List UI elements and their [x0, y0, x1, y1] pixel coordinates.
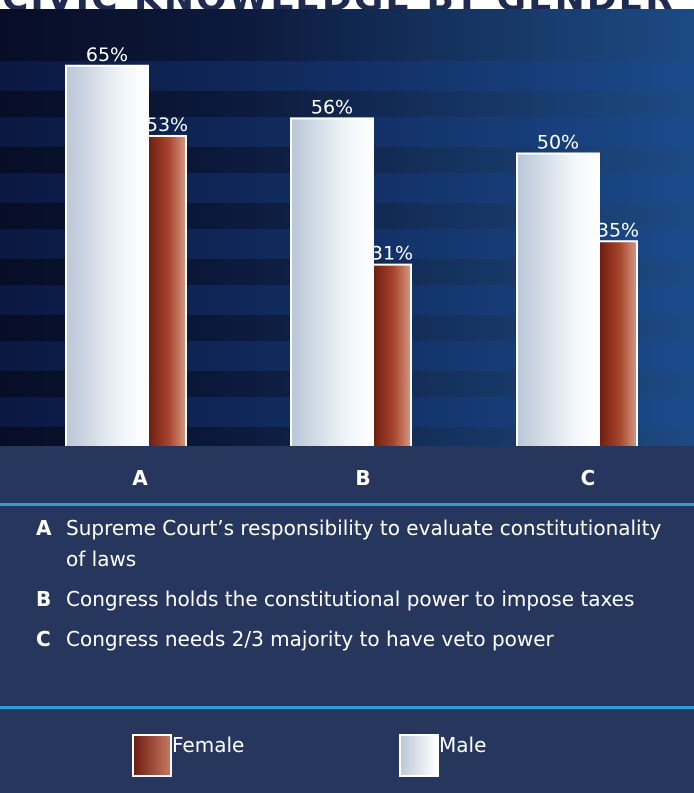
description-text: Congress holds the constitutional power …: [66, 587, 635, 611]
bar-female-c: [598, 240, 638, 446]
bar-chart: 65% 53% 56% 31% 50% 35%: [65, 44, 639, 446]
category-descriptions: A Supreme Court’s responsibility to eval…: [36, 513, 676, 664]
data-label-male-a: 65%: [86, 44, 128, 66]
data-label-male-b: 56%: [311, 96, 353, 118]
legend-swatch-male: [399, 734, 439, 777]
category-label-a: A: [132, 466, 148, 490]
divider-bottom: [0, 706, 694, 709]
data-label-female-b: 31%: [371, 243, 413, 265]
title-strip: CIVIC KNOWLEDGE BY GENDER: [0, 0, 694, 9]
category-label-b: B: [355, 466, 371, 490]
plot-area: 65% 53% 56% 31% 50% 35%: [0, 9, 694, 446]
description-item-a: A Supreme Court’s responsibility to eval…: [36, 513, 676, 575]
category-label-c: C: [580, 466, 596, 490]
legend: Female Male: [0, 708, 694, 793]
category-axis: A B C: [0, 446, 694, 506]
legend-label-female: Female: [172, 733, 245, 757]
data-label-female-a: 53%: [146, 114, 188, 136]
legend-label-male: Male: [439, 733, 487, 757]
bar-female-a: [147, 134, 187, 446]
description-item-c: C Congress needs 2/3 majority to have ve…: [36, 624, 676, 655]
bar-male-a: [65, 64, 149, 446]
data-label-male-c: 50%: [537, 132, 579, 154]
legend-swatch-female: [132, 734, 172, 777]
chart-title: CIVIC KNOWLEDGE BY GENDER: [2, 0, 675, 9]
bar-female-b: [372, 263, 412, 446]
bar-male-b: [290, 117, 374, 446]
description-key: B: [36, 587, 52, 611]
description-item-b: B Congress holds the constitutional powe…: [36, 584, 676, 615]
description-key: C: [36, 627, 51, 651]
description-text: Supreme Court’s responsibility to evalua…: [66, 516, 662, 571]
data-label-female-c: 35%: [597, 219, 639, 241]
bar-male-c: [516, 152, 600, 446]
description-key: A: [36, 516, 52, 540]
divider-top: [0, 503, 694, 506]
description-text: Congress needs 2/3 majority to have veto…: [66, 627, 554, 651]
